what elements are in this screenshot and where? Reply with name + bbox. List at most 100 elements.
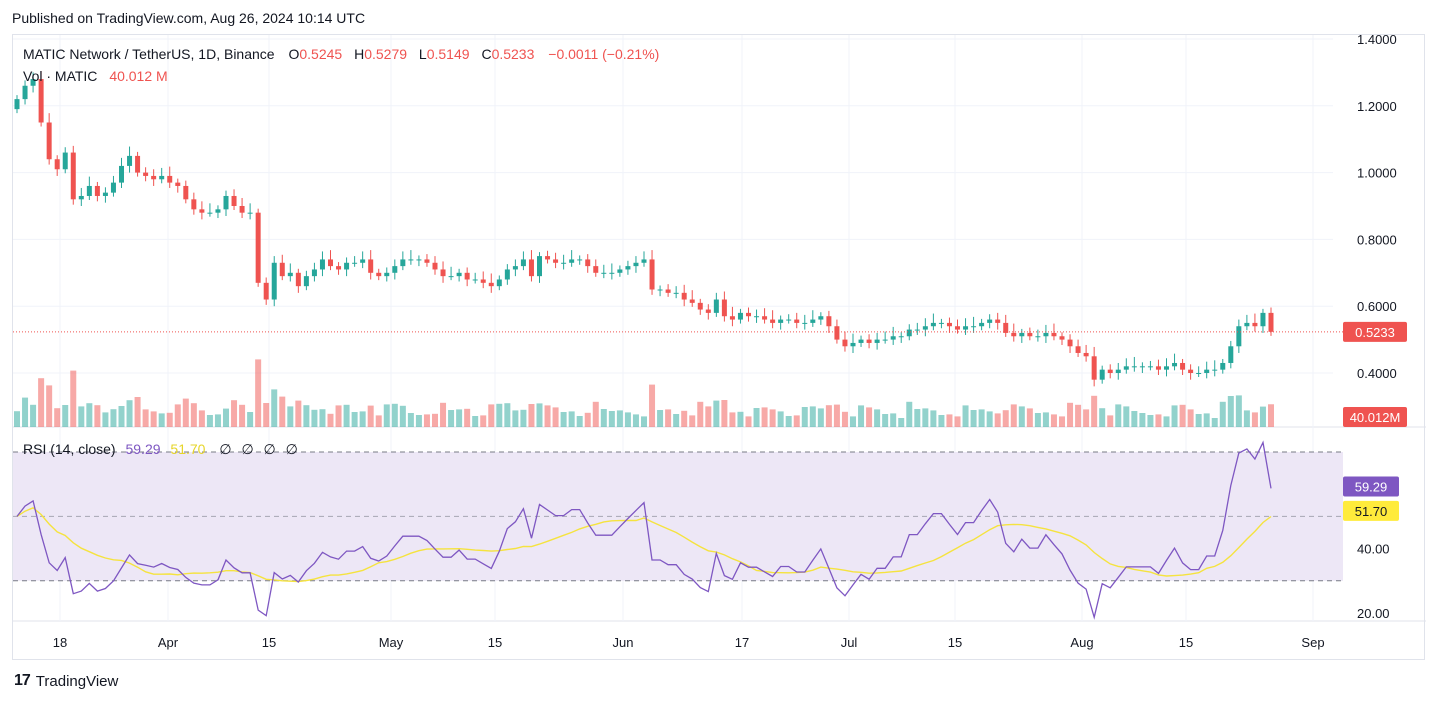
candle-body: [271, 262, 277, 300]
candle-body: [1155, 366, 1161, 370]
volume-bar: [1187, 409, 1194, 427]
volume-bar: [850, 416, 856, 427]
chart-frame[interactable]: 1.4000 1.2000 1.0000 0.8000 0.6000 0.4000 18 Ap…: [12, 34, 1426, 661]
candle-body: [528, 259, 534, 277]
chart-canvas[interactable]: 1.4000 1.2000 1.0000 0.8000 0.6000 0.4000 18 Ap…: [13, 35, 1426, 661]
volume-bar: [930, 410, 937, 427]
volume-bar: [962, 405, 969, 427]
candle-body: [818, 316, 824, 320]
candle-body: [311, 269, 317, 277]
candle-body: [408, 259, 414, 261]
candle-body: [1260, 312, 1266, 327]
candle-body: [1252, 322, 1258, 327]
volume-bar: [182, 398, 189, 427]
volume-bar: [1211, 418, 1218, 427]
candle-body: [392, 266, 398, 273]
volume-bar: [777, 411, 784, 427]
volume-bar: [110, 409, 117, 427]
volume-bar: [496, 403, 503, 427]
rsi-axis-tick: 40.00: [1357, 542, 1390, 557]
volume-bar: [1203, 413, 1210, 427]
candle-body: [1051, 332, 1057, 337]
volume-bar: [1075, 404, 1082, 427]
candle-body: [504, 269, 510, 280]
candle-body: [1123, 366, 1129, 370]
volume-bar: [898, 418, 905, 427]
price-axis-tick: 0.6000: [1357, 299, 1397, 314]
volume-bar: [785, 416, 792, 427]
volume-bar: [1026, 408, 1033, 427]
volume-bar: [970, 410, 977, 427]
volume-bar: [1268, 404, 1274, 427]
candle-body: [1268, 312, 1274, 332]
candle-body: [336, 266, 342, 270]
volume-bar: [978, 409, 985, 427]
volume-bar: [705, 406, 712, 427]
candle-body: [22, 85, 28, 100]
candle-body: [1212, 369, 1218, 371]
volume-bar: [528, 404, 535, 427]
candle-body: [729, 316, 735, 320]
candle-body: [54, 159, 60, 170]
volume-bar: [62, 405, 69, 427]
candle-body: [898, 336, 904, 338]
candle-body: [1236, 326, 1242, 347]
time-axis-tick: Jun: [613, 635, 634, 650]
candle-body: [14, 99, 20, 110]
candle-body: [585, 259, 591, 267]
published-notice: Published on TradingView.com, Aug 26, 20…: [12, 10, 366, 26]
time-axis-tick: Aug: [1070, 635, 1093, 650]
volume-bar: [472, 416, 479, 427]
volume-legend: Vol · MATIC 40.012 M: [23, 68, 168, 84]
candle-body: [681, 292, 687, 300]
volume-bar: [665, 409, 672, 427]
candle-body: [512, 266, 518, 270]
candle-body: [480, 279, 486, 283]
candle-body: [810, 319, 816, 323]
volume-bar: [247, 412, 254, 427]
volume-bar: [616, 410, 623, 427]
candle-body: [319, 259, 325, 270]
candle-body: [46, 122, 52, 160]
candle-body: [368, 259, 374, 273]
volume-bar: [407, 413, 414, 427]
candle-body: [1011, 332, 1017, 337]
candle-body: [143, 172, 149, 176]
rsi-ma-line: [16, 506, 1272, 583]
candle-body: [1188, 369, 1194, 373]
price-axis-tick: 1.0000: [1357, 166, 1397, 181]
open-label: O: [288, 46, 300, 62]
volume-bar: [1115, 404, 1122, 427]
volume-bar: [255, 359, 262, 427]
candle-body: [553, 259, 559, 263]
volume-bar: [14, 411, 20, 427]
candle-body: [223, 195, 229, 210]
volume-bar: [914, 409, 921, 427]
volume-bar: [279, 396, 286, 427]
volume-bar: [399, 405, 406, 427]
volume-bar: [632, 414, 639, 427]
last-volume-badge: [1343, 407, 1407, 427]
rsi-badge-label: 59.29: [1355, 479, 1388, 494]
candle-body: [1035, 336, 1041, 338]
volume-bar: [809, 406, 816, 427]
volume-bar: [335, 405, 342, 427]
volume-bar: [78, 406, 85, 427]
volume-bar: [359, 411, 366, 427]
volume-bar: [327, 413, 334, 427]
time-axis-tick: Jul: [841, 635, 858, 650]
volume-bar: [391, 403, 398, 427]
candle-body: [1164, 366, 1169, 370]
volume-bar: [1002, 410, 1009, 427]
candle-body: [906, 329, 912, 337]
low-value: 0.5149: [426, 46, 470, 62]
candle-body: [1091, 356, 1097, 380]
candle-body: [569, 259, 575, 263]
volume-bar: [343, 404, 350, 427]
candle-body: [834, 326, 840, 340]
candle-body: [328, 259, 333, 267]
volume-bar: [102, 412, 109, 427]
candle-body: [979, 322, 985, 327]
volume-bar: [174, 404, 181, 427]
price-axis-tick: 0.4000: [1357, 366, 1397, 381]
